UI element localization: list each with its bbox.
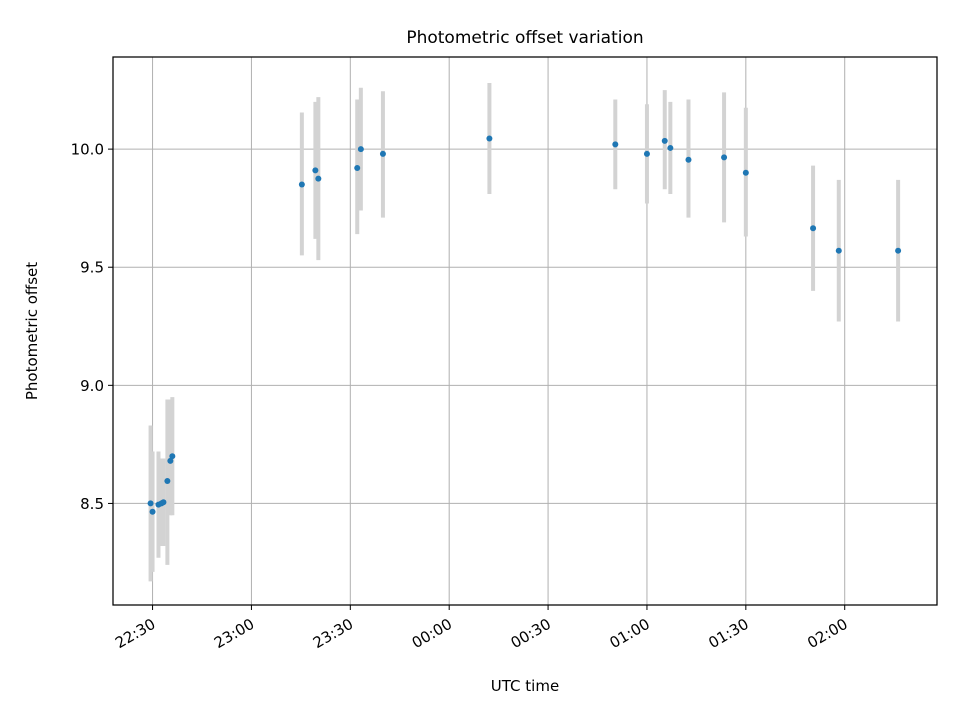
data-point [685, 156, 692, 163]
data-point [895, 247, 902, 254]
data-point [612, 141, 619, 148]
data-point [810, 225, 817, 232]
y-tick-label: 9.5 [80, 259, 104, 277]
data-point [667, 144, 674, 151]
data-point [169, 453, 176, 460]
data-point [721, 154, 728, 161]
data-point [312, 167, 319, 174]
plot-frame [112, 56, 938, 606]
data-points [147, 135, 902, 515]
data-point [661, 137, 668, 144]
y-tick-label: 8.5 [80, 495, 104, 513]
data-point [643, 150, 650, 157]
data-point [160, 499, 167, 506]
data-point [354, 165, 361, 172]
chart-title: Photometric offset variation [406, 28, 643, 48]
data-point [379, 150, 386, 157]
data-point [486, 135, 493, 142]
data-point [835, 247, 842, 254]
y-axis-label: Photometric offset [23, 262, 41, 400]
data-point [742, 169, 749, 176]
data-point [167, 457, 174, 464]
data-point [357, 146, 364, 153]
y-tick-label: 9.0 [80, 377, 104, 395]
data-point [164, 477, 171, 484]
data-point [315, 175, 322, 182]
x-axis-label: UTC time [491, 677, 559, 695]
data-point [149, 508, 156, 515]
data-point [147, 500, 154, 507]
y-tick-label: 10.0 [71, 141, 104, 159]
y-axis-ticks: 8.5 9.0 9.5 10.0 [71, 141, 113, 513]
data-point [298, 181, 305, 188]
